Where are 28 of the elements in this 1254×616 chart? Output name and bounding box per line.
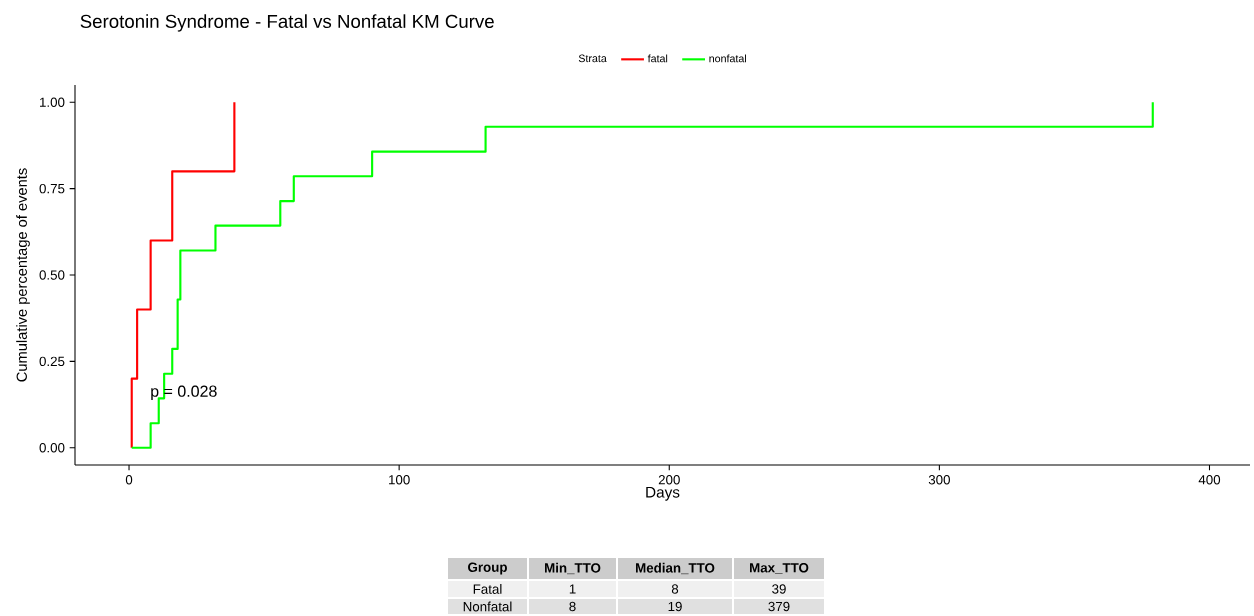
x-tick-label: 400	[1198, 475, 1221, 485]
y-tick-label: 0.00	[39, 443, 65, 453]
text: Max_TTO	[750, 563, 809, 575]
text: Fatal	[473, 584, 502, 594]
y-tick-label: 0.50	[39, 270, 65, 280]
y-tick-label: 0.75	[39, 184, 65, 194]
legend-label: nonfatal	[709, 54, 746, 63]
y-axis-title: Cumulative percentage of events	[16, 168, 30, 382]
text: 8	[569, 601, 576, 612]
text: 1	[569, 584, 576, 594]
text: Min_TTO	[545, 562, 601, 575]
x-tick-label: 0	[125, 475, 133, 485]
x-tick-label: 300	[928, 475, 950, 485]
text: Median_TTO	[636, 562, 715, 575]
legend-label: fatal	[647, 54, 668, 63]
x-tick-label: 100	[389, 475, 410, 485]
text: Group	[468, 562, 507, 575]
text: 19	[668, 601, 682, 612]
x-axis-title: Days	[646, 487, 680, 501]
y-tick-label: 1.00	[40, 97, 65, 108]
text: 379	[768, 601, 790, 612]
x-tick-label: 200	[658, 475, 680, 485]
legend-title: Strata	[578, 54, 607, 63]
chart-title: Serotonin Syndrome - Fatal vs Nonfatal KM Curve	[80, 14, 494, 32]
text: Nonfatal	[463, 601, 512, 612]
text: 39	[772, 584, 786, 594]
y-tick-label: 0.25	[39, 356, 65, 367]
text: 8	[671, 584, 679, 594]
